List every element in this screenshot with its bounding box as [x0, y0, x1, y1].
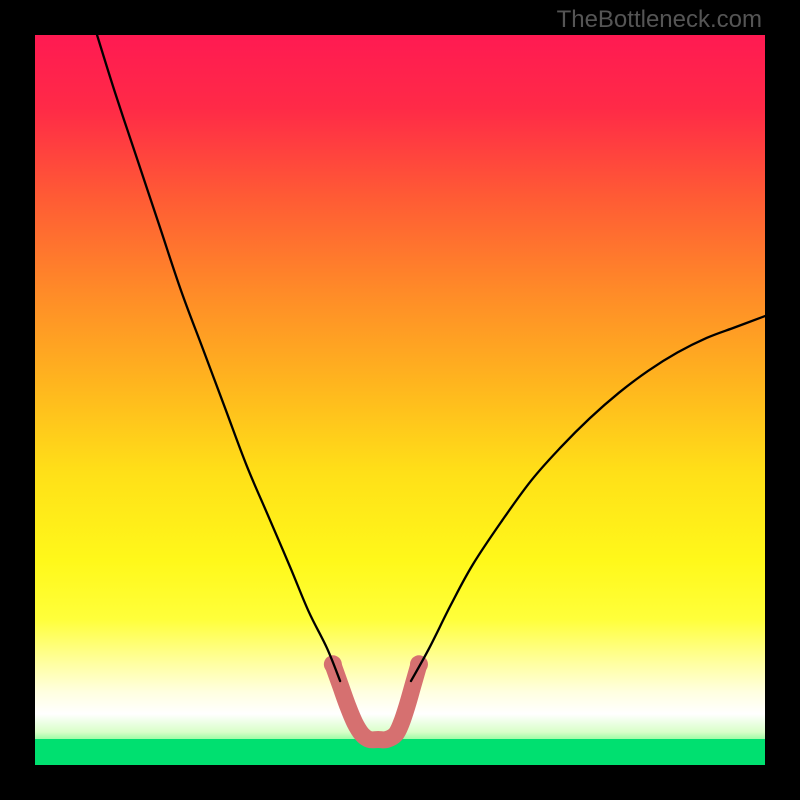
chart-plot-area: [35, 35, 765, 765]
watermark-text: TheBottleneck.com: [557, 6, 762, 34]
bottleneck-curve: [35, 35, 765, 765]
chart-container: TheBottleneck.com: [0, 0, 800, 800]
